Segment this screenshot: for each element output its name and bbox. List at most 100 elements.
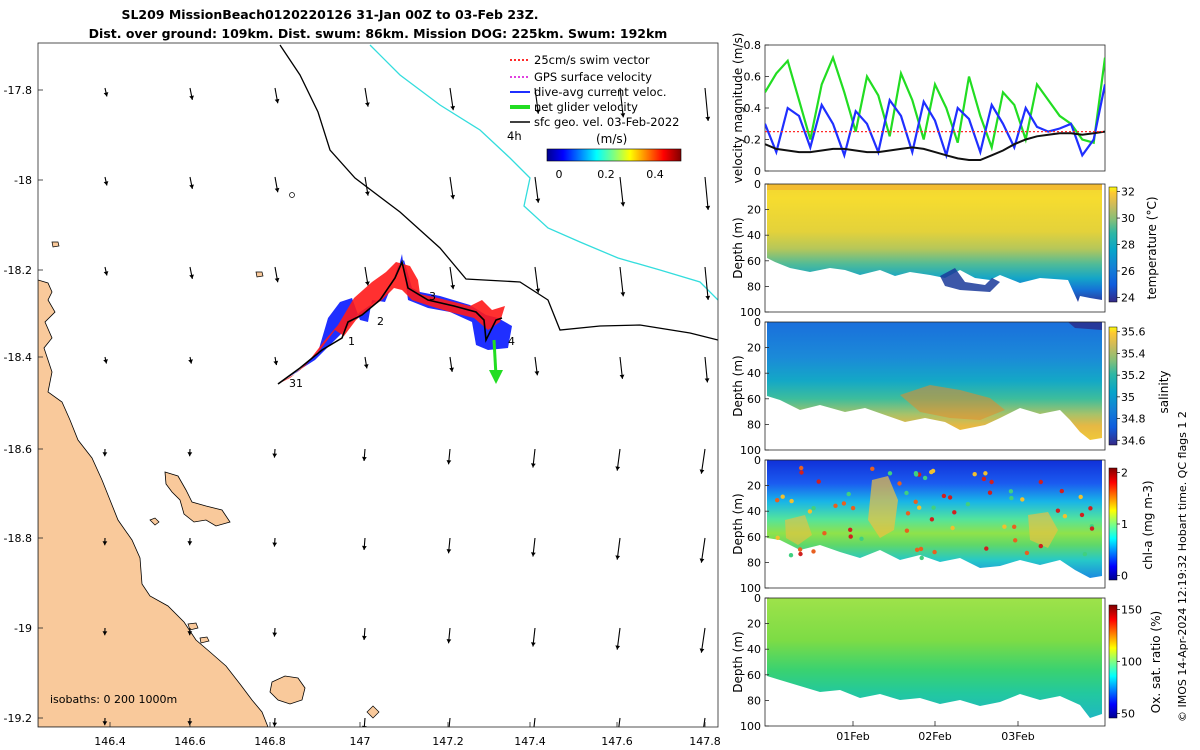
- map-y-ticks: -17.8 -18 -18.2 -18.4 -18.6 -18.8 -19 -19.2: [4, 84, 43, 725]
- velocity-arrowhead: [446, 549, 452, 554]
- velocity-arrowhead: [615, 645, 621, 650]
- chla-sample-dot: [822, 531, 827, 536]
- depth-tick-label: 80: [747, 694, 761, 707]
- chla-sample-dot: [1013, 538, 1018, 543]
- velocity-arrowhead: [189, 95, 194, 100]
- chla-sample-dot: [981, 476, 987, 482]
- map-x-tick-label: 147.4: [514, 735, 546, 748]
- temperature-section: [767, 184, 1102, 302]
- velocity-arrowhead: [274, 98, 280, 104]
- velocity-arrowhead: [704, 378, 710, 383]
- velocity-arrowhead: [363, 364, 369, 369]
- chla-sample-dot: [799, 465, 804, 471]
- velocity-arrowhead: [705, 205, 711, 210]
- imos-credit: © IMOS 14-Apr-2024 12:19:32 Hobart time.…: [1176, 411, 1189, 722]
- velocity-arrow: [448, 717, 451, 727]
- depth-tick-label: 0: [754, 178, 761, 191]
- velocity-arrowhead: [365, 191, 370, 196]
- colorbar-tick-label: 100: [1121, 656, 1142, 669]
- depth-panels: 24 26 28 30 32 temperature (°C) 34.6 34.8 35 35…: [731, 178, 1171, 743]
- velocity-arrowhead: [274, 187, 280, 193]
- velocity-arrowhead: [447, 729, 452, 733]
- chla-sample-dot: [950, 525, 955, 531]
- chla-sample-dot: [947, 495, 953, 500]
- small-island-5: [255, 271, 264, 278]
- time-tick-label: 03Feb: [1001, 730, 1034, 743]
- velocity-series-line: [765, 84, 1105, 160]
- swim-vector-fan: [278, 262, 505, 384]
- map-y-tick-label: -17.8: [4, 84, 32, 97]
- chla-sample-dot: [859, 536, 864, 541]
- velocity-arrow: [619, 176, 624, 207]
- chla-sample-dot: [931, 505, 936, 510]
- net-glider-velocity-arrowhead: [489, 370, 503, 384]
- chla-sample-dot: [807, 509, 813, 514]
- velocity-arrow: [534, 266, 539, 293]
- velocity-arrowhead: [361, 545, 367, 550]
- oxygen-colorbar-ticks: 50 100 150: [1117, 604, 1142, 720]
- depth-tick-label: 40: [747, 367, 761, 380]
- isobath-1000m: [369, 44, 718, 301]
- velocity-arrowhead: [446, 460, 452, 465]
- colorbar-tick-label: 32: [1121, 186, 1135, 199]
- chla-colorbar: [1108, 467, 1118, 581]
- velocity-arrowhead: [365, 281, 370, 286]
- velocity-arrowhead: [615, 466, 621, 471]
- velocity-arrowhead: [620, 292, 626, 297]
- velocity-arrow: [700, 448, 706, 474]
- velocity-arrowhead: [272, 722, 278, 727]
- chla-sample-dot: [797, 547, 803, 552]
- colorbar-tick-label: 35.4: [1121, 347, 1146, 360]
- chla-sample-dot: [846, 491, 851, 497]
- salinity-section: [767, 322, 1102, 440]
- temperature-cold-core: [940, 268, 1000, 292]
- depth-tick-label: 20: [747, 480, 761, 493]
- velocity-ylabel: velocity magnitude (m/s): [731, 33, 745, 184]
- velocity-arrowhead: [615, 555, 621, 560]
- velocity-arrowhead: [102, 631, 108, 636]
- salinity-axes: [764, 321, 1106, 451]
- chla-sample-dot: [1020, 497, 1025, 502]
- map-x-tick-label: 147.2: [432, 735, 464, 748]
- depth-ylabel: Depth (m): [731, 631, 745, 692]
- colorbar-tick-label: 150: [1121, 604, 1142, 617]
- velocity-arrow: [704, 266, 709, 301]
- velocity-arrow: [703, 717, 706, 727]
- surface-velocity-arrows: [102, 87, 711, 733]
- chla-sample-dot: [841, 501, 847, 506]
- velocity-y-tick-label: 0.2: [744, 134, 762, 147]
- velocity-panel: 0 0.2 0.4 0.6 0.8 velocity magnitude (m/s): [731, 33, 1106, 184]
- chla-sample-dot: [922, 475, 928, 481]
- chla-sample-dot: [1078, 494, 1083, 500]
- chla-sample-dot: [897, 481, 902, 486]
- velocity-arrowhead: [102, 721, 108, 726]
- velocity-arrowhead: [705, 295, 711, 300]
- small-island-3: [199, 636, 210, 644]
- chla-sample-dot: [983, 471, 988, 476]
- chla-colorbar-ticks: 0 1 2: [1117, 466, 1128, 583]
- velocity-arrowhead: [102, 541, 108, 546]
- velocity-arrowhead: [365, 102, 370, 107]
- map-x-tick-label: 146.8: [254, 735, 286, 748]
- map-x-tick-label: 146.4: [94, 735, 126, 748]
- glider-track: [277, 259, 503, 385]
- chla-sample-dot: [811, 549, 816, 554]
- map-y-tick-label: -19.2: [4, 712, 32, 725]
- velocity-arrowhead: [272, 542, 278, 547]
- temperature-surface-warm: [767, 184, 1102, 190]
- velocity-arrowhead: [446, 639, 452, 644]
- chla-sample-dot: [989, 479, 994, 485]
- chla-sample-dot: [1024, 550, 1030, 556]
- chla-max-patch-3: [785, 515, 812, 545]
- depth-tick-label: 40: [747, 229, 761, 242]
- velocity-arrowhead: [705, 116, 711, 121]
- depth-tick-label: 80: [747, 556, 761, 569]
- depth-tick-label: 100: [740, 720, 761, 733]
- depth-tick-label: 100: [740, 582, 761, 595]
- chla-sample-dot: [932, 549, 937, 555]
- colorbar-tick-label: 30: [1121, 212, 1135, 225]
- velocity-arrowhead: [535, 198, 541, 203]
- velocity-arrowhead: [187, 452, 193, 457]
- map-colorbar-tick-0: 0: [556, 168, 563, 181]
- chla-sample-dot: [811, 506, 816, 511]
